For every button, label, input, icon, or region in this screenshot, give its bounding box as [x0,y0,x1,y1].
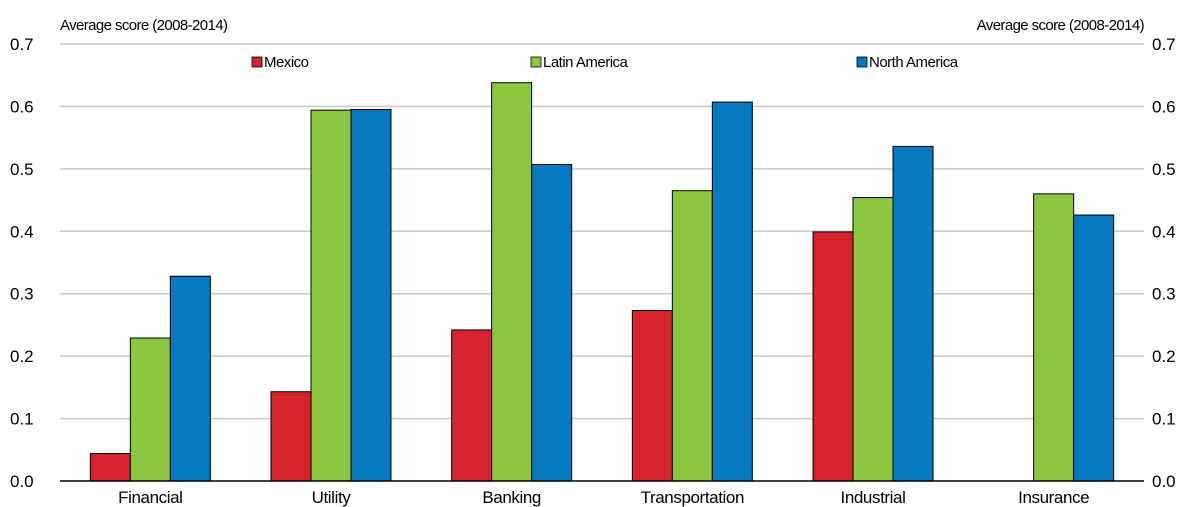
legend-label-latin-america: Latin America [543,54,629,71]
y-axis-title-left: Average score (2008-2014) [60,17,228,34]
bar-north-america-industrial [892,145,934,482]
y-tick-label-right: 0.2 [1152,347,1176,366]
bar-north-america-transportation [711,101,753,482]
bar-latin-america-financial [129,337,171,482]
gridlines [60,43,1144,420]
bar-latin-america-insurance [1033,193,1075,482]
bar-latin-america-industrial [852,197,894,482]
x-tick-label-utility: Utility [312,488,352,507]
bar-latin-america-banking [491,82,533,482]
legend-label-mexico: Mexico [264,54,309,71]
x-tick-label-insurance: Insurance [1018,488,1089,507]
bar-north-america-insurance [1073,214,1115,482]
y-tick-label-right: 0.0 [1152,472,1176,491]
y-axis-title-right: Average score (2008-2014) [977,17,1145,34]
y-tick-label-left: 0.6 [10,97,34,116]
y-tick-label-left: 0.7 [10,35,34,54]
bars [89,82,1115,482]
x-tick-label-financial: Financial [118,488,182,507]
y-tick-label-left: 0.3 [10,285,34,304]
bar-mexico-industrial [812,231,854,482]
y-tick-label-right: 0.1 [1152,410,1176,429]
y-tick-label-right: 0.6 [1152,97,1176,116]
bar-mexico-financial [89,453,131,482]
y-tick-label-left: 0.1 [10,410,34,429]
y-tick-label-right: 0.5 [1152,160,1176,179]
bar-north-america-banking [531,163,573,482]
legend-swatch-mexico [251,56,263,68]
bar-latin-america-transportation [671,190,713,482]
y-tick-label-left: 0.0 [10,472,34,491]
x-tick-label-transportation: Transportation [641,488,744,507]
y-tick-label-right: 0.7 [1152,35,1176,54]
y-tick-label-left: 0.4 [10,222,34,241]
bar-mexico-utility [270,391,312,482]
legend-swatch-north-america [856,56,868,68]
x-tick-label-industrial: Industrial [841,488,906,507]
legend-label-north-america: North America [869,54,959,71]
bar-mexico-banking [451,329,493,482]
bar-mexico-transportation [631,310,673,482]
y-tick-label-left: 0.5 [10,160,34,179]
axes: 0.0 0.0 0.1 0.1 0.2 0.2 0.3 0.3 0.4 0.4 0.5 0.5 0.6 0… [10,35,1176,507]
y-tick-label-right: 0.3 [1152,285,1176,304]
bar-latin-america-utility [310,109,352,482]
x-tick-label-banking: Banking [482,488,541,507]
legend-swatch-latin-america [530,56,542,68]
y-tick-label-right: 0.4 [1152,222,1176,241]
legend: Mexico Latin America North America [251,54,959,71]
bar-north-america-utility [350,109,392,482]
y-tick-label-left: 0.2 [10,347,34,366]
bar-north-america-financial [169,275,211,482]
